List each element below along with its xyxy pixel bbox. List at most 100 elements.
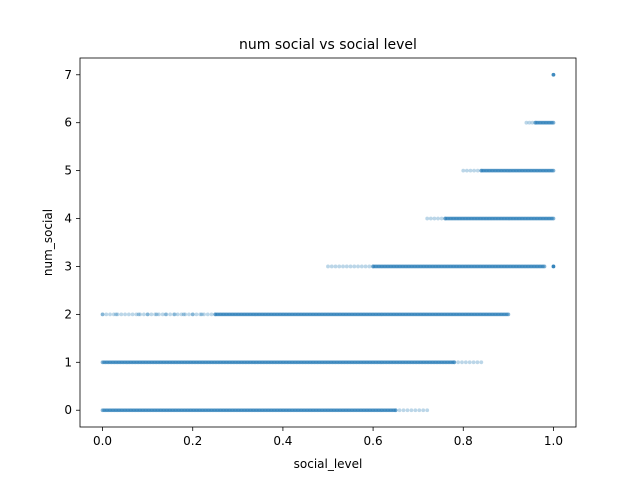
- scatter-point: [421, 408, 426, 413]
- scatter-point: [432, 216, 437, 221]
- scatter-point: [344, 264, 349, 269]
- scatter-point: [164, 312, 169, 317]
- scatter-point: [479, 360, 484, 365]
- scatter-point: [475, 360, 480, 365]
- scatter-point: [337, 264, 342, 269]
- scatter-point: [172, 312, 176, 317]
- scatter-point: [138, 312, 143, 317]
- scatter-point: [154, 312, 159, 317]
- scatter-point: [393, 408, 398, 413]
- scatter-point: [527, 120, 532, 125]
- scatter-point: [209, 312, 214, 317]
- scatter-point: [439, 216, 444, 221]
- scatter-point: [198, 312, 203, 317]
- scatter-point: [467, 360, 472, 365]
- scatter-point: [475, 168, 480, 173]
- scatter-point: [100, 312, 105, 317]
- scatter-point: [183, 312, 188, 317]
- scatter-point: [401, 408, 406, 413]
- scatter-point: [126, 312, 131, 317]
- scatter-point: [530, 120, 535, 125]
- scatter-point: [134, 312, 139, 317]
- scatter-point: [163, 312, 168, 317]
- scatter-point: [168, 312, 173, 317]
- scatter-point: [119, 312, 124, 317]
- scatter-point: [104, 312, 109, 317]
- scatter-point: [363, 264, 368, 269]
- scatter-point: [409, 408, 414, 413]
- scatter-point: [463, 360, 468, 365]
- scatter-point: [425, 216, 430, 221]
- ticks-layer: 0.0 0.2 0.4 0.6 0.8 1.0 0 1 2 3 4 5 6 7: [64, 68, 563, 448]
- scatter-point: [190, 312, 195, 317]
- scatter-point: [326, 264, 330, 269]
- scatter-point: [123, 312, 127, 317]
- scatter-point: [464, 168, 469, 173]
- scatter-point: [160, 312, 165, 317]
- scatter-point: [190, 312, 195, 317]
- scatter-point: [551, 264, 556, 269]
- y-tick-label: 0: [64, 403, 72, 417]
- x-tick-label: 0.6: [364, 434, 383, 448]
- scatter-point: [202, 312, 206, 317]
- scatter-point: [551, 120, 556, 125]
- x-tick-label: 0.8: [454, 434, 473, 448]
- scatter-point: [452, 360, 457, 365]
- axes-frame: [79, 57, 577, 428]
- y-tick-label: 6: [64, 116, 72, 130]
- scatter-point: [472, 168, 476, 173]
- scatter-point: [111, 312, 116, 317]
- scatter-point: [145, 312, 150, 317]
- scatter-point: [405, 408, 410, 413]
- scatter-point: [329, 264, 334, 269]
- y-tick-label: 3: [64, 259, 72, 273]
- scatter-point: [175, 312, 180, 317]
- x-tick-label: 0.2: [183, 434, 202, 448]
- scatter-point: [136, 312, 141, 317]
- scatter-point: [181, 312, 186, 317]
- scatter-point: [551, 168, 556, 173]
- scatter-point: [145, 312, 150, 317]
- scatter-point: [187, 312, 191, 317]
- scatter-point: [468, 168, 473, 173]
- scatter-point: [115, 312, 120, 317]
- scatter-point: [542, 264, 547, 269]
- chart-title: num social vs social level: [239, 37, 417, 53]
- scatter-point: [397, 408, 402, 413]
- scatter-point: [114, 312, 118, 317]
- scatter-point: [352, 264, 357, 269]
- scatter-point: [157, 312, 161, 317]
- scatter-point: [436, 216, 440, 221]
- scatter-point: [551, 216, 556, 221]
- scatter-point: [179, 312, 184, 317]
- scatter-point: [149, 312, 154, 317]
- scatter-point: [461, 168, 466, 173]
- scatter-point: [506, 312, 511, 317]
- scatter-point: [413, 408, 418, 413]
- scatter-point: [524, 120, 529, 125]
- points-layer: [100, 72, 556, 413]
- scatter-point: [130, 312, 135, 317]
- y-tick-label: 4: [64, 212, 72, 226]
- scatter-point: [425, 408, 430, 413]
- scatter-point: [108, 312, 112, 317]
- scatter-point: [356, 264, 360, 269]
- scatter-point: [341, 264, 345, 269]
- x-axis-title: social_level: [294, 457, 363, 471]
- scatter-point: [367, 264, 372, 269]
- scatter-point: [551, 72, 556, 77]
- x-tick-label: 0.0: [93, 434, 112, 448]
- scatter-point: [141, 312, 146, 317]
- scatter-point: [194, 312, 199, 317]
- scatter-point: [471, 360, 476, 365]
- scatter-point: [417, 408, 422, 413]
- scatter-point: [199, 312, 204, 317]
- scatter-point: [333, 264, 338, 269]
- scatter-point: [100, 312, 105, 317]
- y-tick-label: 2: [64, 307, 72, 321]
- scatter-point: [172, 312, 177, 317]
- scatter-point: [205, 312, 210, 317]
- scatter-point: [456, 360, 461, 365]
